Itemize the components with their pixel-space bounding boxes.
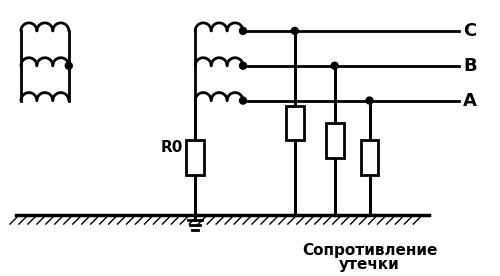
Circle shape <box>366 97 373 104</box>
Bar <box>326 123 344 158</box>
Bar <box>286 105 304 140</box>
Text: утечки: утечки <box>339 257 400 272</box>
Text: A: A <box>463 92 477 110</box>
Bar <box>360 140 378 175</box>
Text: B: B <box>463 57 476 75</box>
Text: C: C <box>463 22 476 40</box>
Circle shape <box>240 27 246 34</box>
Circle shape <box>331 62 338 69</box>
Text: R0: R0 <box>160 140 182 155</box>
Circle shape <box>240 97 246 104</box>
Bar <box>186 140 204 175</box>
Text: Сопротивление: Сопротивление <box>302 243 437 258</box>
Circle shape <box>292 27 298 34</box>
Circle shape <box>240 62 246 69</box>
Circle shape <box>66 62 72 69</box>
